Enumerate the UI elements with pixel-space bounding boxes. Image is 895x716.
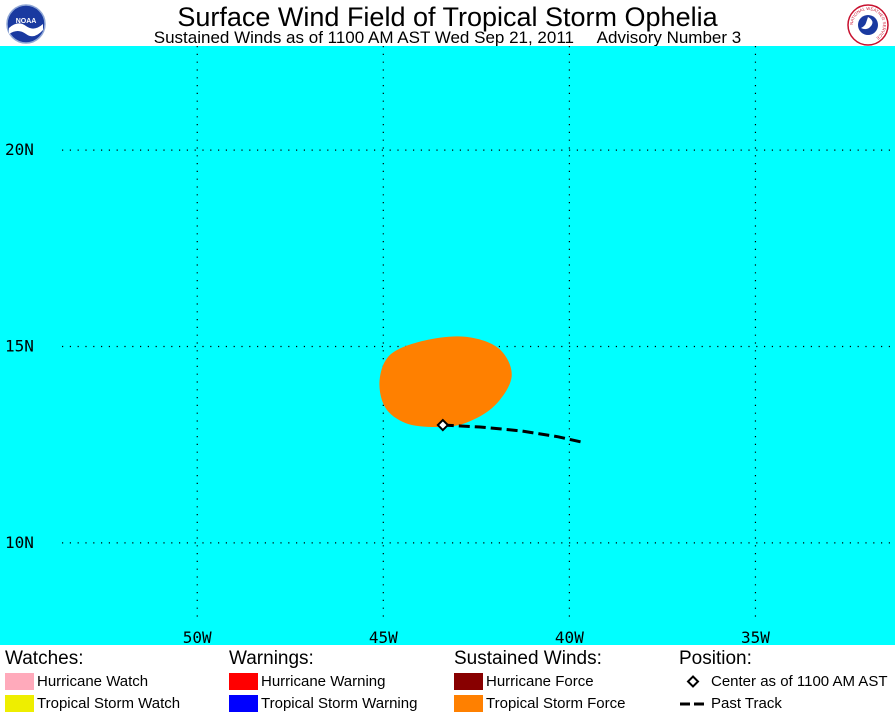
longitude-label: 50W [183,628,212,645]
legend-label: Tropical Storm Warning [261,695,418,712]
map-canvas: 20N 15N 10N 50W 45W 40W 35W [0,46,895,645]
past-track-line-icon [680,702,708,706]
center-diamond-icon [686,675,700,688]
wind-field-layer [379,336,512,427]
legend-watches: Watches: Hurricane Watch Tropical Storm … [5,648,180,712]
map-title: Surface Wind Field of Tropical Storm Oph… [177,2,718,32]
legend-label: Center as of 1100 AM AST [711,673,888,690]
legend-label: Hurricane Warning [261,673,386,690]
legend-label: Hurricane Force [486,673,594,690]
noaa-logo: NOAA [6,4,46,44]
latitude-label: 20N [5,140,34,159]
legend-label: Tropical Storm Force [486,695,626,712]
tropical-storm-warning-swatch [229,695,258,712]
storm-center-marker [436,418,450,432]
latitude-label: 10N [5,533,34,552]
legend-label: Tropical Storm Watch [37,695,181,712]
nws-logo: NATIONAL WEATHER SERVICE [847,4,889,46]
legend-position: Position: Center as of 1100 AM AST Past … [679,648,887,712]
map-area: 20N 15N 10N 50W 45W 40W 35W [0,46,895,645]
grid-labels: 20N 15N 10N 50W 45W 40W 35W [5,140,770,645]
legend-label: Hurricane Watch [37,673,149,690]
hurricane-watch-swatch [5,673,34,690]
track-layer [436,418,585,445]
legend-warnings-heading: Warnings: [229,648,314,669]
legend-watches-heading: Watches: [5,648,84,669]
legend-warnings: Warnings: Hurricane Warning Tropical Sto… [229,648,417,712]
longitude-label: 40W [555,628,584,645]
svg-text:NOAA: NOAA [16,18,37,25]
longitude-label: 45W [369,628,398,645]
map-subtitle: Sustained Winds as of 1100 AM AST Wed Se… [153,28,742,47]
latitude-label: 15N [5,336,34,355]
tropical-storm-watch-swatch [5,695,34,712]
longitude-label: 35W [741,628,770,645]
past-track-line [442,423,585,445]
legend-sustained-winds: Sustained Winds: Hurricane Force Tropica… [454,648,625,712]
hurricane-warning-swatch [229,673,258,690]
hurricane-force-swatch [454,673,483,690]
tropical-storm-force-swatch [454,695,483,712]
legend-position-heading: Position: [679,648,752,669]
tropical-storm-force-wind-field [379,336,512,427]
legend-winds-heading: Sustained Winds: [454,648,602,669]
header: NOAA Surface Wind Field of Tropical Stor… [0,0,895,47]
legend-label: Past Track [711,695,782,712]
legend: Watches: Hurricane Watch Tropical Storm … [0,645,895,716]
